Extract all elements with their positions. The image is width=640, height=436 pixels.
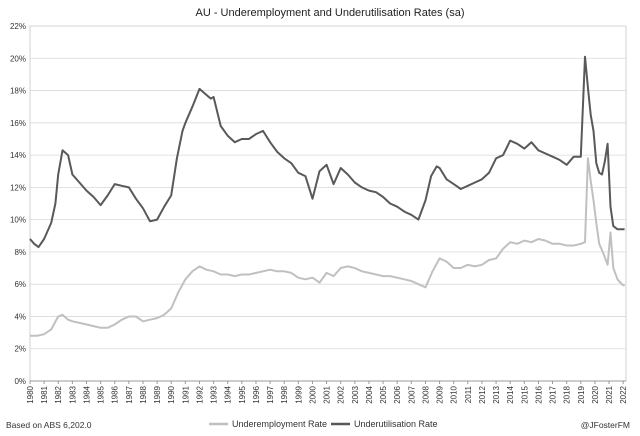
x-tick-label: 1994 bbox=[224, 385, 233, 403]
x-tick-label: 2010 bbox=[450, 385, 459, 403]
source-note: Based on ABS 6,202.0 bbox=[6, 420, 92, 430]
x-axis: 1980 1981 1982 1983 1984 1985 1986 1987 1988 1989… bbox=[26, 380, 628, 404]
x-tick-label: 1996 bbox=[252, 385, 261, 403]
x-tick-label: 1998 bbox=[280, 385, 289, 403]
x-tick-label: 1991 bbox=[181, 385, 190, 403]
x-tick-label: 2013 bbox=[492, 385, 501, 403]
x-tick-label: 2017 bbox=[549, 385, 558, 403]
x-tick-label: 1988 bbox=[139, 385, 148, 403]
y-axis: 0% 2% 4% 6% 8% 10% 12% 14% 16% 18% 20% 22% bbox=[10, 22, 26, 386]
x-tick-label: 1999 bbox=[294, 385, 303, 403]
series-line-underutilisation bbox=[29, 55, 625, 249]
x-tick-label: 1989 bbox=[153, 385, 162, 403]
x-tick-label: 1985 bbox=[97, 385, 106, 403]
x-tick-label: 2000 bbox=[308, 385, 317, 403]
x-tick-label: 2005 bbox=[379, 385, 388, 403]
x-tick-label: 2011 bbox=[464, 385, 473, 403]
y-tick-label: 2% bbox=[14, 345, 26, 354]
legend: Underemployment Rate Underutilisation Ra… bbox=[209, 419, 438, 429]
y-tick-label: 4% bbox=[14, 312, 26, 321]
x-tick-label: 1997 bbox=[266, 385, 275, 403]
x-tick-label: 2009 bbox=[436, 385, 445, 403]
author-credit: @JFosterFM bbox=[581, 420, 630, 430]
y-tick-label: 0% bbox=[14, 377, 26, 386]
chart-title: AU - Underemployment and Underutilisatio… bbox=[195, 7, 464, 19]
legend-label-underutilisation: Underutilisation Rate bbox=[354, 419, 438, 429]
x-tick-label: 2001 bbox=[323, 385, 332, 403]
x-tick-label: 2019 bbox=[577, 385, 586, 403]
x-tick-label: 2006 bbox=[393, 385, 402, 403]
x-tick-label: 2002 bbox=[337, 385, 346, 403]
y-tick-label: 12% bbox=[10, 183, 26, 192]
x-tick-label: 2018 bbox=[563, 385, 572, 403]
y-tick-label: 16% bbox=[10, 119, 26, 128]
y-tick-label: 14% bbox=[10, 151, 26, 160]
x-tick-label: 1981 bbox=[40, 385, 49, 403]
x-tick-label: 1980 bbox=[26, 385, 35, 403]
x-tick-label: 2022 bbox=[619, 385, 628, 403]
plot-area bbox=[29, 55, 626, 337]
x-tick-label: 2003 bbox=[351, 385, 360, 403]
x-tick-label: 1990 bbox=[167, 385, 176, 403]
x-tick-label: 1992 bbox=[195, 385, 204, 403]
x-tick-label: 2012 bbox=[478, 385, 487, 403]
y-tick-label: 18% bbox=[10, 87, 26, 96]
y-tick-label: 8% bbox=[14, 248, 26, 257]
y-tick-label: 20% bbox=[10, 54, 26, 63]
x-tick-label: 1993 bbox=[210, 385, 219, 403]
legend-label-underemployment: Underemployment Rate bbox=[232, 419, 327, 429]
x-tick-label: 1995 bbox=[238, 385, 247, 403]
x-tick-label: 1983 bbox=[68, 385, 77, 403]
x-tick-label: 1984 bbox=[82, 385, 91, 403]
x-tick-label: 2020 bbox=[591, 385, 600, 403]
y-tick-label: 22% bbox=[10, 22, 26, 31]
x-tick-label: 2007 bbox=[407, 385, 416, 403]
x-tick-label: 1982 bbox=[54, 385, 63, 403]
y-tick-label: 10% bbox=[10, 216, 26, 225]
x-tick-label: 2021 bbox=[605, 385, 614, 403]
x-tick-label: 2015 bbox=[520, 385, 529, 403]
x-tick-label: 1986 bbox=[111, 385, 120, 403]
x-tick-label: 2016 bbox=[534, 385, 543, 403]
x-tick-label: 2004 bbox=[365, 385, 374, 403]
x-tick-label: 2008 bbox=[421, 385, 430, 403]
x-tick-label: 1987 bbox=[125, 385, 134, 403]
x-tick-label: 2014 bbox=[506, 385, 515, 403]
series-line-underemployment bbox=[30, 157, 626, 337]
y-tick-label: 6% bbox=[14, 280, 26, 289]
